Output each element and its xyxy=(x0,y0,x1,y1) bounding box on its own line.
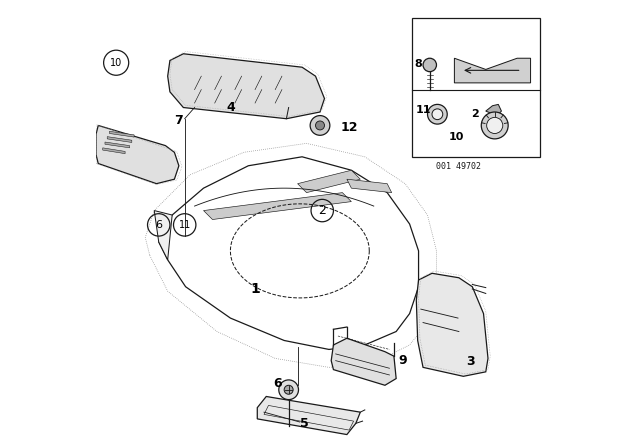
Text: 6: 6 xyxy=(156,220,162,230)
Polygon shape xyxy=(105,142,130,148)
Text: 4: 4 xyxy=(226,101,235,114)
Text: 11: 11 xyxy=(179,220,191,230)
Text: 10: 10 xyxy=(110,58,122,68)
Circle shape xyxy=(284,385,293,394)
Circle shape xyxy=(486,117,503,134)
Text: 11: 11 xyxy=(415,105,431,115)
Text: 10: 10 xyxy=(449,132,465,142)
Text: 001 49702: 001 49702 xyxy=(436,162,481,171)
Circle shape xyxy=(310,116,330,135)
Circle shape xyxy=(279,380,298,400)
Polygon shape xyxy=(417,273,488,376)
Text: 1: 1 xyxy=(250,282,260,296)
Polygon shape xyxy=(168,54,324,119)
Polygon shape xyxy=(454,58,531,83)
Circle shape xyxy=(316,121,324,130)
Polygon shape xyxy=(103,148,125,154)
Bar xyxy=(412,18,540,157)
Circle shape xyxy=(428,104,447,124)
Circle shape xyxy=(423,58,436,72)
Polygon shape xyxy=(257,396,360,435)
Text: 7: 7 xyxy=(175,114,183,128)
Text: 9: 9 xyxy=(399,354,407,367)
Circle shape xyxy=(481,112,508,139)
Text: 6: 6 xyxy=(273,376,282,390)
Polygon shape xyxy=(332,338,396,385)
Text: 8: 8 xyxy=(415,59,422,69)
Text: 12: 12 xyxy=(340,121,358,134)
Text: 5: 5 xyxy=(300,417,308,430)
Polygon shape xyxy=(298,170,360,193)
Polygon shape xyxy=(108,137,132,142)
Circle shape xyxy=(432,109,443,120)
Text: 3: 3 xyxy=(466,355,474,368)
Text: 2: 2 xyxy=(470,109,479,119)
Polygon shape xyxy=(347,179,392,193)
Text: 2: 2 xyxy=(318,204,326,217)
Polygon shape xyxy=(96,125,179,184)
Polygon shape xyxy=(204,193,351,220)
Polygon shape xyxy=(486,104,502,116)
Polygon shape xyxy=(109,131,134,137)
Polygon shape xyxy=(154,211,172,260)
